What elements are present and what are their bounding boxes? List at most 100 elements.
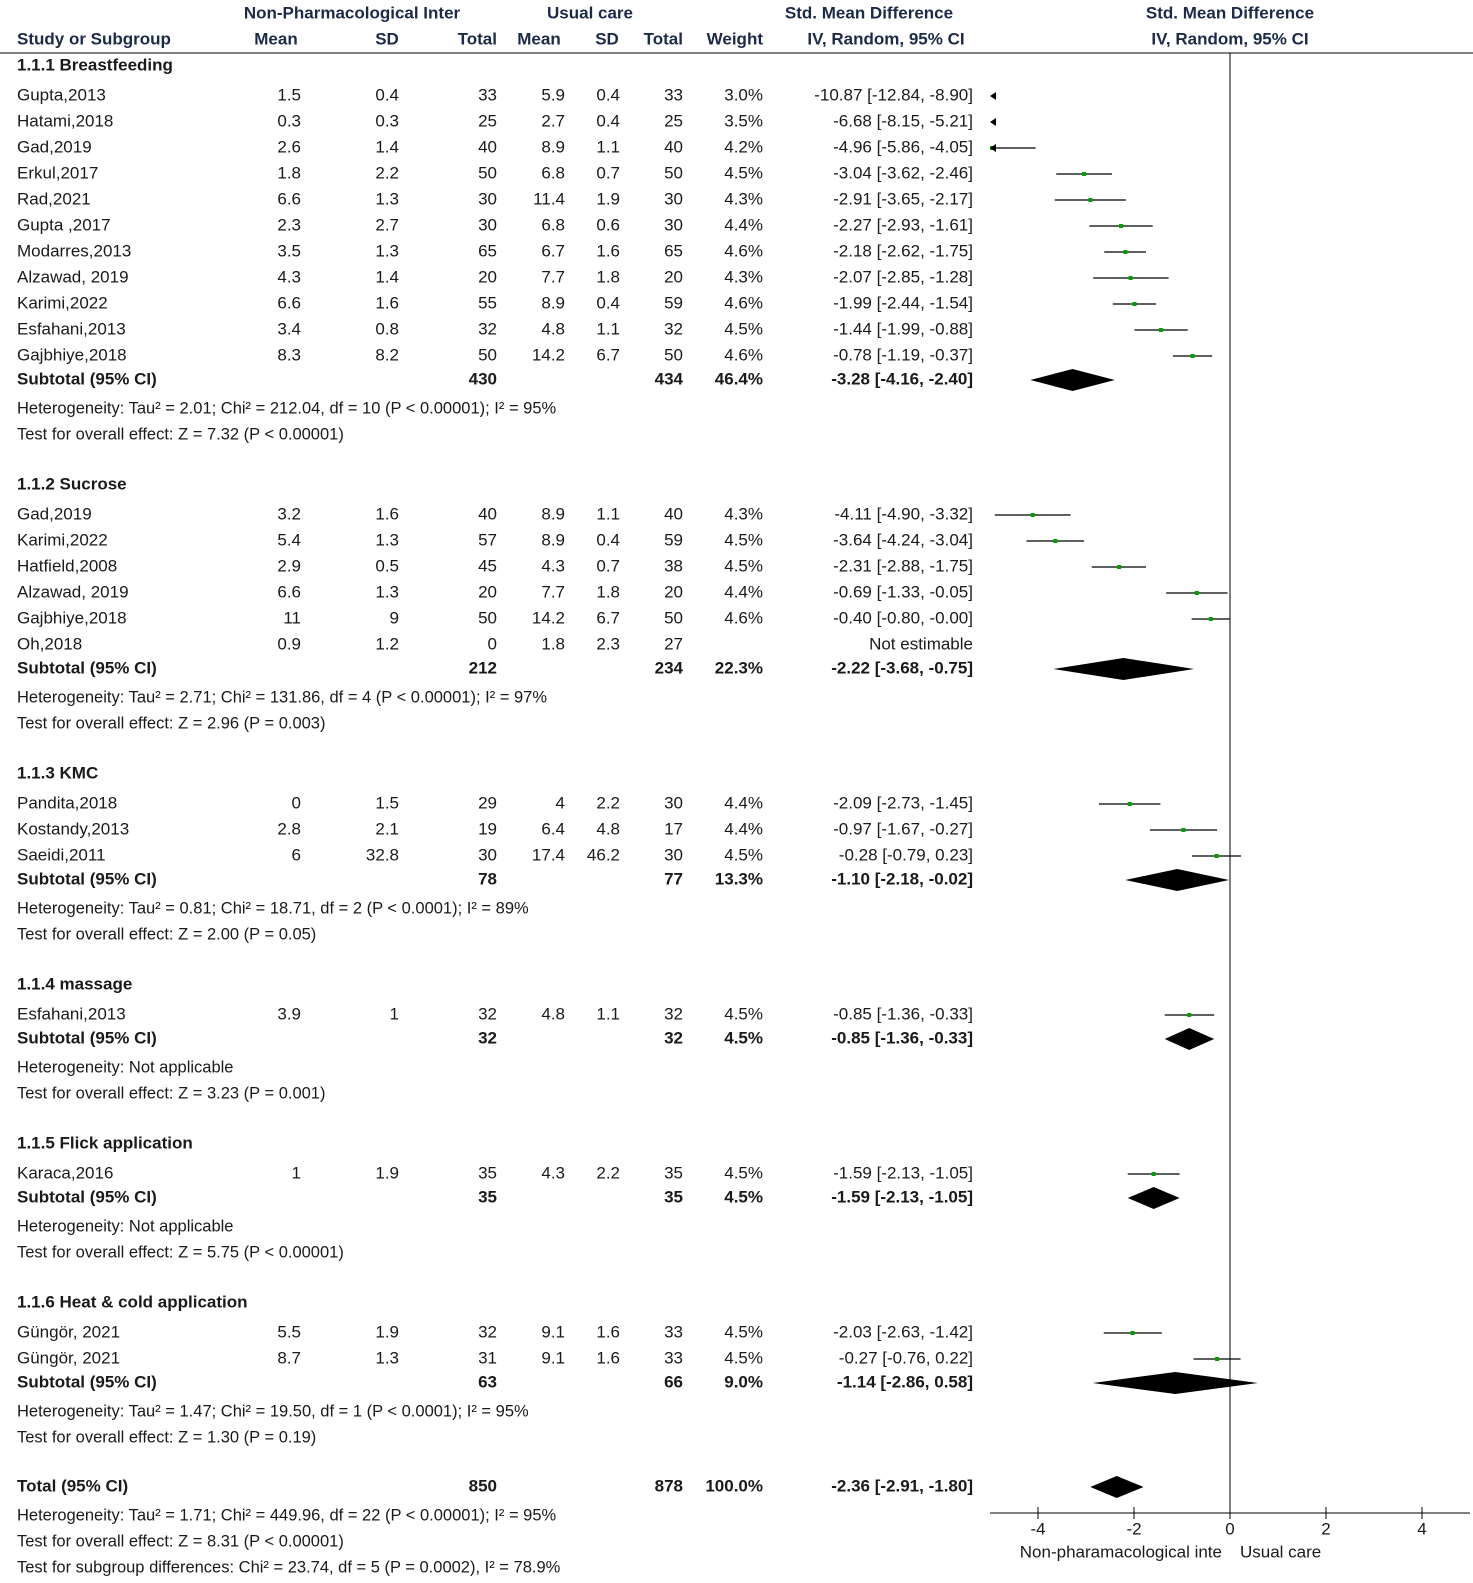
subtotal-ci-label: -1.59 [-2.13, -1.05] (831, 1187, 973, 1206)
study-name: Gad,2019 (17, 137, 92, 156)
study-n2: 50 (664, 608, 683, 627)
study-n1: 30 (478, 215, 497, 234)
study-n2: 50 (664, 163, 683, 182)
study-mean1: 3.9 (277, 1004, 301, 1023)
study-ci-label: -0.28 [-0.79, 0.23] (839, 845, 973, 864)
study-n1: 25 (478, 111, 497, 130)
study-mean2: 9.1 (541, 1322, 565, 1341)
study-ci-label: -4.11 [-4.90, -3.32] (834, 504, 973, 523)
study-sd1: 2.2 (375, 163, 399, 182)
study-mean1: 8.3 (277, 345, 301, 364)
study-sd1: 8.2 (375, 345, 399, 364)
study-n1: 55 (478, 293, 497, 312)
study-sd1: 1.2 (375, 634, 399, 653)
subtotal-n1: 35 (478, 1187, 497, 1206)
study-ci-label: -3.64 [-4.24, -3.04] (833, 530, 973, 549)
subtotal-weight: 22.3% (715, 658, 763, 677)
study-name: Alzawad, 2019 (17, 582, 129, 601)
study-n1: 33 (478, 85, 497, 104)
study-n2: 33 (664, 85, 683, 104)
subtotal-n2: 77 (664, 869, 683, 888)
study-name: Saeidi,2011 (17, 845, 106, 864)
study-sd1: 0.3 (375, 111, 399, 130)
pooled-diamond (1125, 869, 1230, 891)
plot-area (990, 146, 1242, 1361)
study-weight: 3.0% (724, 85, 763, 104)
study-n1: 0 (488, 634, 497, 653)
study-sd2: 2.2 (596, 793, 620, 812)
point-estimate (1127, 802, 1132, 806)
study-sd2: 0.4 (596, 530, 620, 549)
plot-header: Std. Mean Difference (1146, 3, 1314, 22)
study-weight: 4.5% (724, 1322, 763, 1341)
overall-effect: Test for overall effect: Z = 1.30 (P = 0… (17, 1428, 316, 1446)
study-sd2: 0.6 (596, 215, 620, 234)
study-sd1: 1.6 (375, 504, 399, 523)
pooled-diamond (1127, 1187, 1180, 1209)
total-heterogeneity: Heterogeneity: Tau² = 1.71; Chi² = 449.9… (17, 1506, 557, 1524)
study-sd1: 1.3 (375, 189, 399, 208)
x-tick-label: 2 (1321, 1519, 1330, 1538)
column-header: Total (458, 29, 497, 48)
study-n1: 30 (478, 189, 497, 208)
study-n2: 50 (664, 345, 683, 364)
point-estimate (1082, 172, 1087, 176)
point-estimate (1119, 224, 1124, 228)
x-label-left: Non-pharamacological inte (1020, 1542, 1222, 1561)
total-weight: 100.0% (705, 1476, 763, 1495)
study-mean2: 5.9 (541, 85, 565, 104)
study-sd1: 0.4 (375, 85, 399, 104)
overall-effect: Test for overall effect: Z = 7.32 (P < 0… (17, 425, 344, 443)
study-n1: 20 (478, 267, 497, 286)
study-mean2: 7.7 (541, 267, 565, 286)
subtotal-ci-label: -1.14 [-2.86, 0.58] (837, 1372, 973, 1391)
study-mean2: 4.3 (541, 556, 565, 575)
total-name: Total (95% CI) (17, 1476, 128, 1495)
column-header: SD (375, 29, 399, 48)
study-mean1: 6 (292, 845, 301, 864)
study-weight: 4.5% (724, 1163, 763, 1182)
study-n1: 32 (478, 319, 497, 338)
study-mean1: 5.4 (277, 530, 301, 549)
study-n2: 20 (664, 267, 683, 286)
subtotal-n2: 234 (655, 658, 684, 677)
column-header: SD (595, 29, 619, 48)
study-mean2: 7.7 (541, 582, 565, 601)
study-n1: 50 (478, 608, 497, 627)
total-ci-label: -2.36 [-2.91, -1.80] (831, 1476, 973, 1495)
study-n1: 29 (478, 793, 497, 812)
study-ci-label: -2.09 [-2.73, -1.45] (833, 793, 973, 812)
study-name: Hatami,2018 (17, 111, 113, 130)
study-mean1: 11 (283, 608, 301, 627)
study-mean1: 6.6 (277, 582, 301, 601)
study-n2: 32 (664, 319, 683, 338)
study-weight: 4.5% (724, 319, 763, 338)
point-estimate (1053, 539, 1058, 543)
study-sd2: 0.7 (596, 556, 620, 575)
column-header: Study or Subgroup (17, 29, 171, 48)
column-header: IV, Random, 95% CI (807, 29, 964, 48)
study-name: Gajbhiye,2018 (17, 608, 127, 627)
study-mean1: 3.5 (277, 241, 301, 260)
study-n1: 20 (478, 582, 497, 601)
point-estimate (1151, 1172, 1156, 1176)
subtotal-name: Subtotal (95% CI) (17, 1372, 157, 1391)
study-ci-label: -1.59 [-2.13, -1.05] (833, 1163, 973, 1182)
study-mean2: 4.8 (541, 1004, 565, 1023)
study-ci-label: -0.69 [-1.33, -0.05] (833, 582, 973, 601)
study-weight: 4.5% (724, 556, 763, 575)
subtotal-weight: 4.5% (724, 1187, 763, 1206)
study-sd2: 46.2 (587, 845, 620, 864)
group-header: Non-Pharmacological Inter (244, 3, 461, 22)
study-n1: 40 (478, 137, 497, 156)
study-mean2: 6.4 (541, 819, 565, 838)
study-ci-label: -2.31 [-2.88, -1.75] (833, 556, 973, 575)
subtotal-n2: 35 (664, 1187, 683, 1206)
study-sd1: 1 (390, 1004, 399, 1023)
subtotal-name: Subtotal (95% CI) (17, 869, 157, 888)
total-n1: 850 (469, 1476, 497, 1495)
study-sd2: 0.4 (596, 85, 620, 104)
study-ci-label: -10.87 [-12.84, -8.90] (814, 85, 973, 104)
study-ci-label: -2.18 [-2.62, -1.75] (833, 241, 973, 260)
study-n2: 27 (664, 634, 683, 653)
